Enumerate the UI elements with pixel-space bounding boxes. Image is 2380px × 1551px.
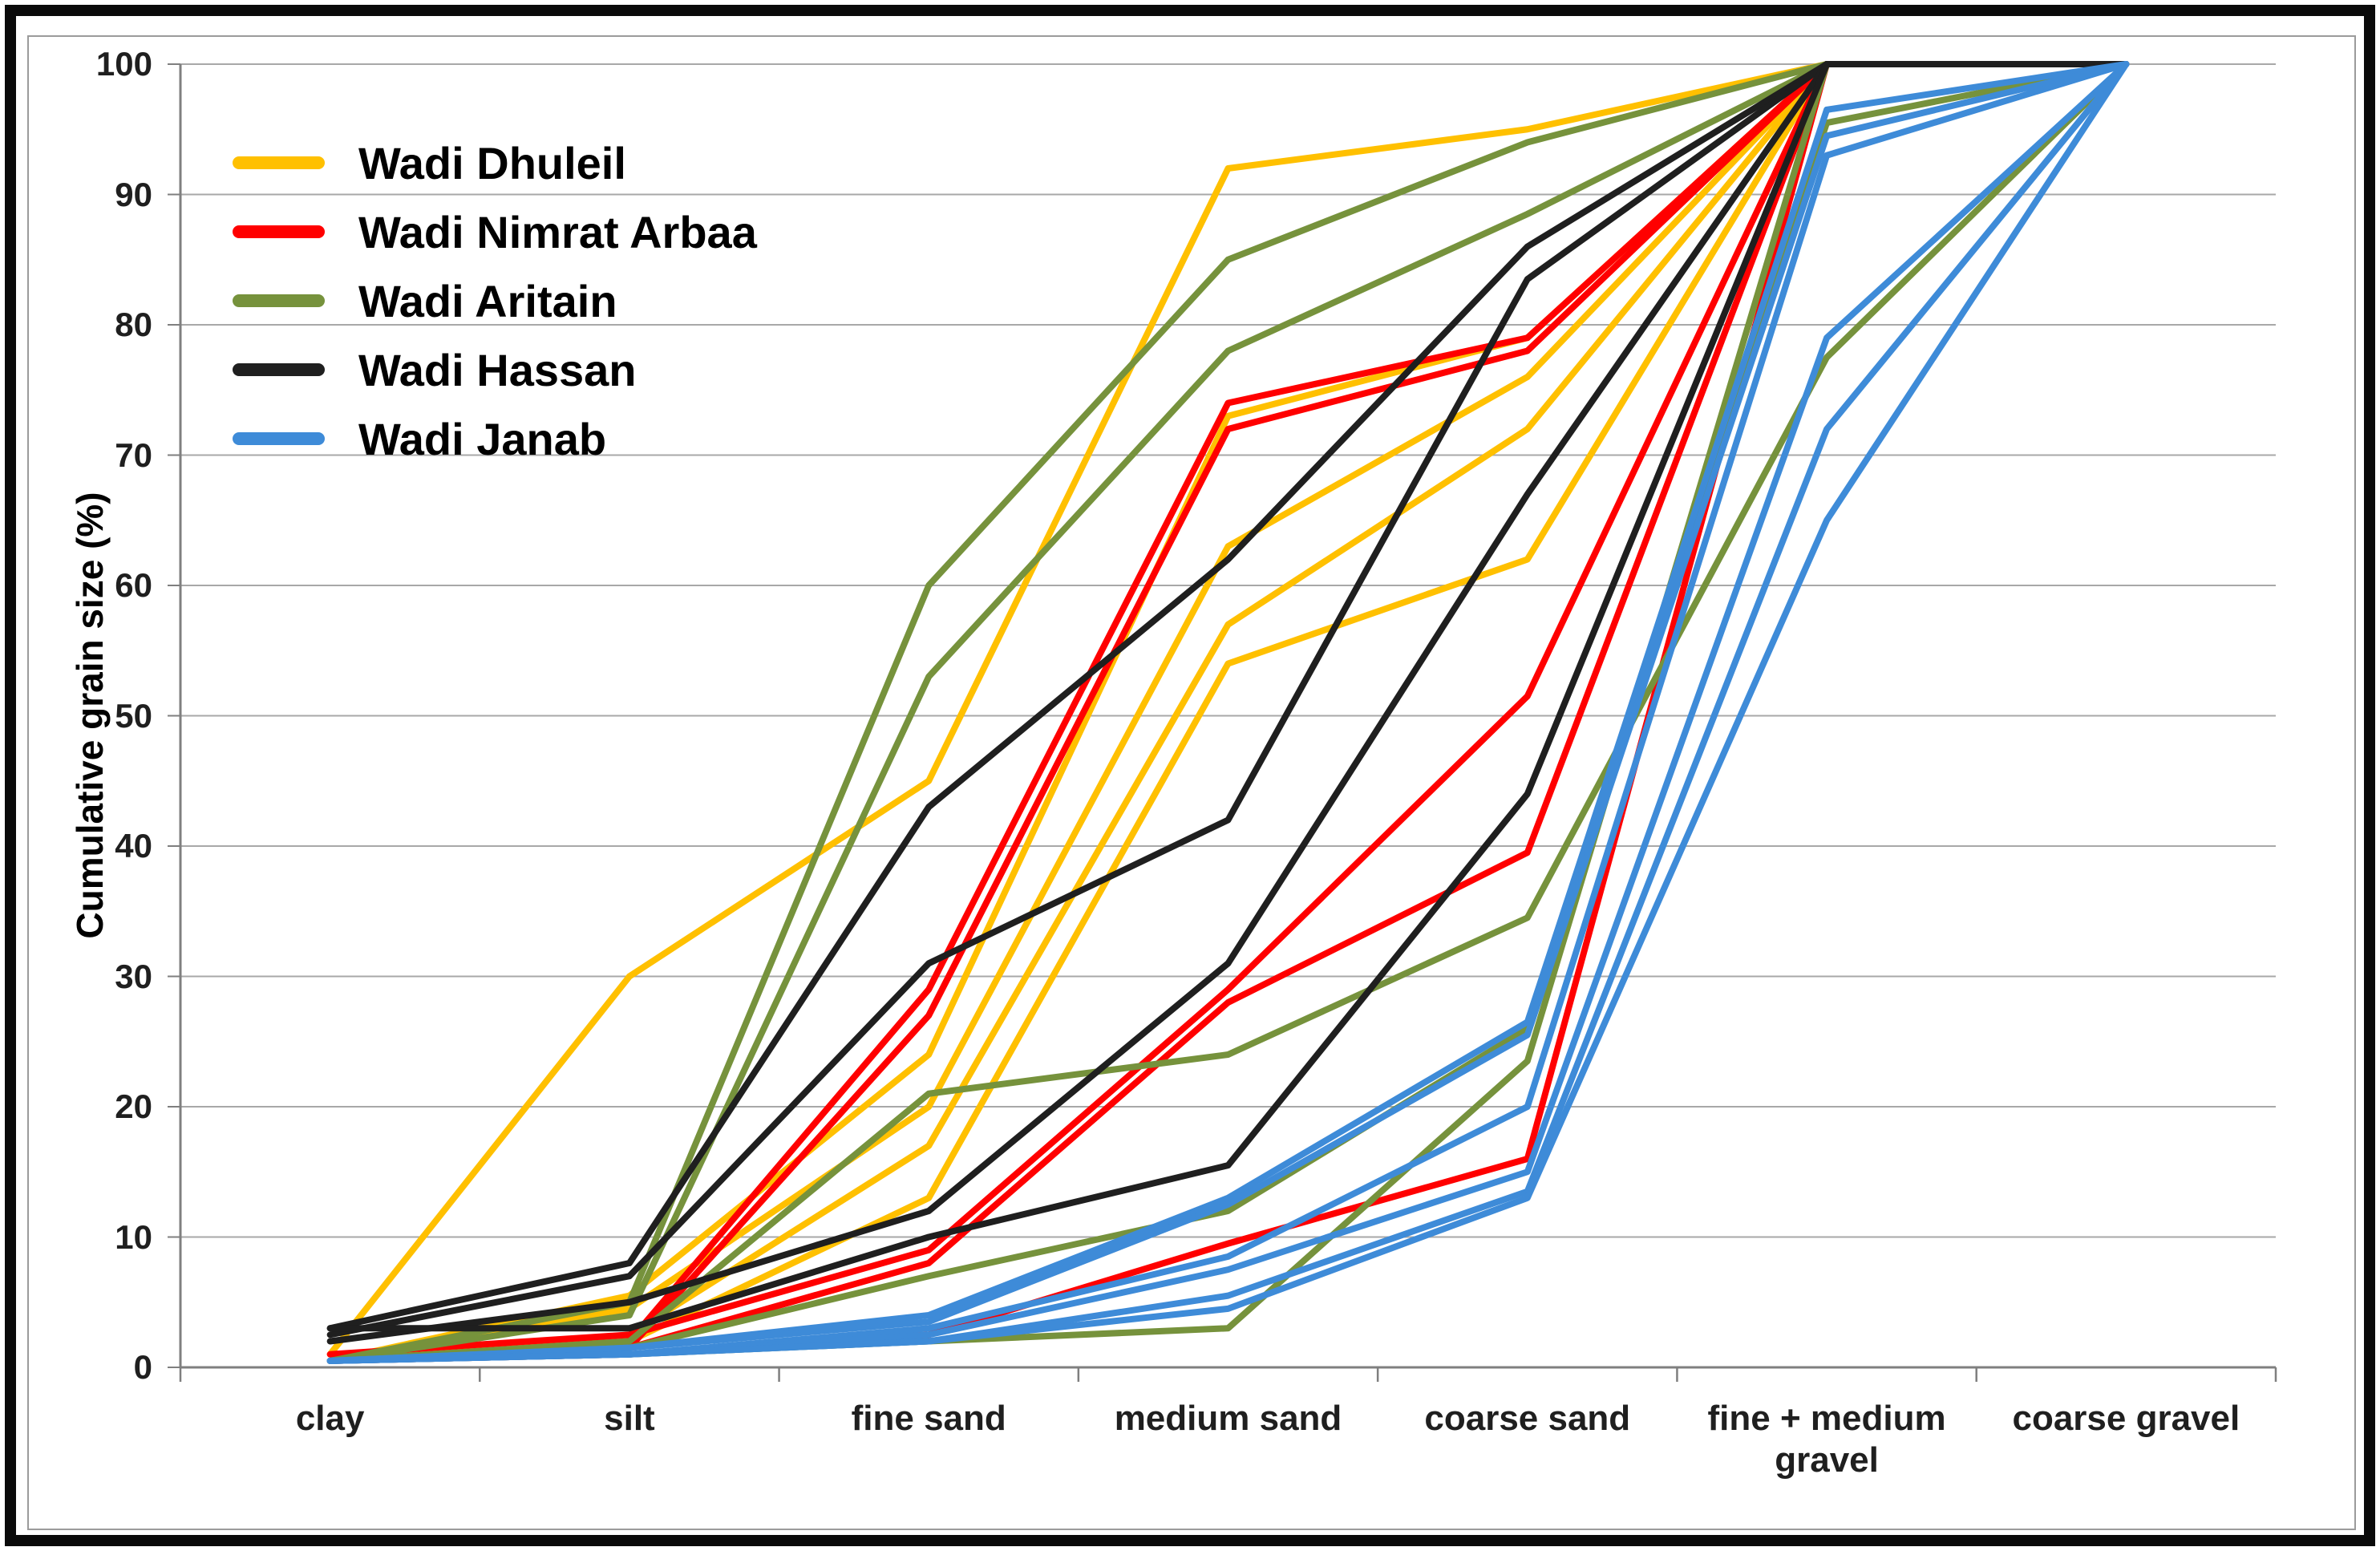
x-category-label: fine sand <box>851 1399 1006 1438</box>
y-tick-label: 10 <box>115 1217 152 1256</box>
legend-item-wadi-dhuleil: Wadi Dhuleil <box>233 128 757 197</box>
x-category-label: coarse gravel <box>2012 1399 2240 1438</box>
legend-label: Wadi Hassan <box>358 344 637 395</box>
legend: Wadi Dhuleil Wadi Nimrat Arbaa Wadi Aritai… <box>233 128 757 473</box>
inner-frame <box>27 35 2356 1530</box>
x-category-label: medium sand <box>1114 1399 1342 1438</box>
y-tick-label: 0 <box>133 1348 152 1386</box>
x-category-label: coarse sand <box>1424 1399 1631 1438</box>
legend-swatch-wadi-dhuleil <box>233 156 325 169</box>
legend-swatch-wadi-aritain <box>233 294 325 307</box>
y-tick-label: 20 <box>115 1087 152 1125</box>
legend-label: Wadi Dhuleil <box>358 137 626 188</box>
legend-label: Wadi Janab <box>358 413 607 464</box>
legend-swatch-wadi-nimrat-arbaa <box>233 225 325 238</box>
y-tick-label: 70 <box>115 435 152 474</box>
y-tick-label: 90 <box>115 175 152 213</box>
legend-item-wadi-nimrat-arbaa: Wadi Nimrat Arbaa <box>233 197 757 266</box>
legend-label: Wadi Aritain <box>358 275 617 326</box>
y-tick-label: 30 <box>115 957 152 995</box>
chart-line-wadi-hassan-4 <box>326 61 2130 1332</box>
chart-line-wadi-janab-2 <box>326 61 2130 1364</box>
y-tick-label: 100 <box>95 45 152 83</box>
x-category-label: silt <box>604 1399 655 1438</box>
y-tick-label: 60 <box>115 566 152 604</box>
chart-line-wadi-janab-6 <box>326 61 2130 1364</box>
x-category-label: clay <box>295 1399 365 1438</box>
legend-swatch-wadi-hassan <box>233 363 325 376</box>
y-tick-label: 50 <box>115 696 152 735</box>
legend-item-wadi-janab: Wadi Janab <box>233 404 757 473</box>
legend-item-wadi-aritain: Wadi Aritain <box>233 266 757 335</box>
legend-item-wadi-hassan: Wadi Hassan <box>233 335 757 404</box>
legend-label: Wadi Nimrat Arbaa <box>358 206 757 257</box>
y-tick-label: 40 <box>115 827 152 865</box>
chart-line-wadi-aritain-3 <box>326 61 2130 1364</box>
x-category-label: fine + medium gravel <box>1707 1399 1946 1480</box>
y-tick-label: 80 <box>115 306 152 343</box>
legend-swatch-wadi-janab <box>233 432 325 445</box>
outer-frame <box>5 5 2375 1546</box>
